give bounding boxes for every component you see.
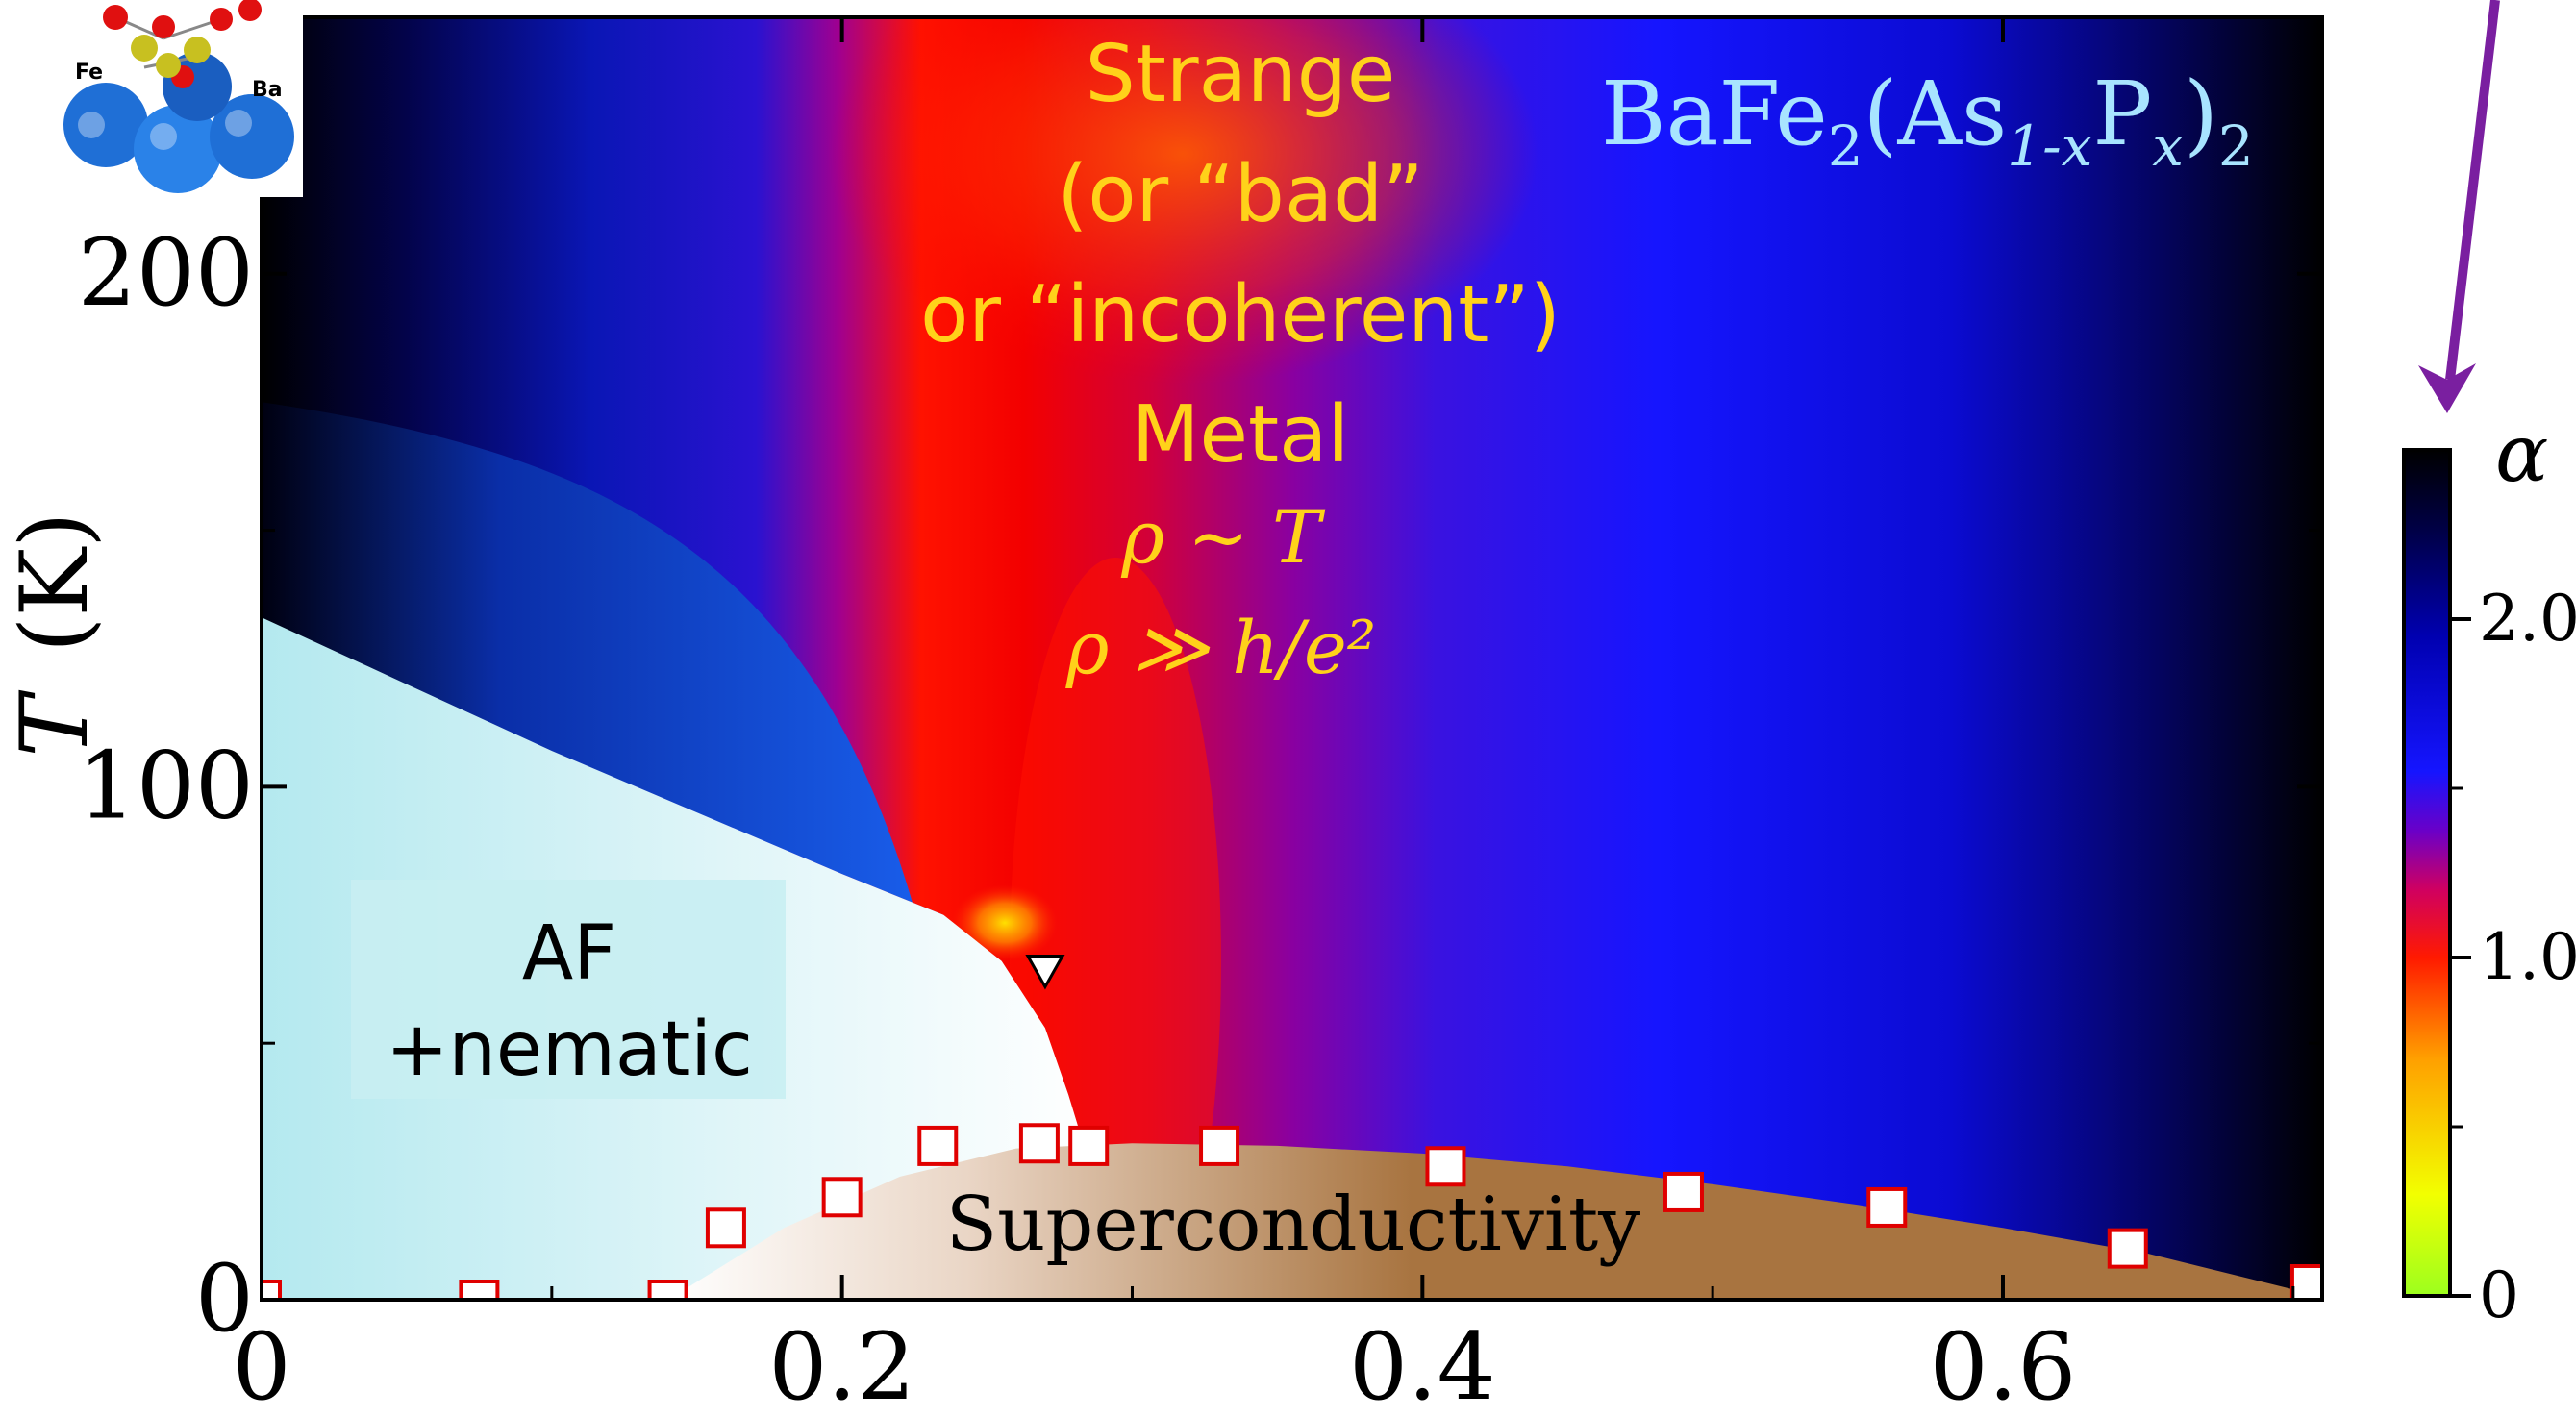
y-ticks: 0 100 200 <box>78 219 2322 1353</box>
crystal-structure-inset: Fe Ba <box>53 0 303 197</box>
fe-atom-label: Fe <box>75 61 103 85</box>
tc-marker <box>2107 1228 2148 1269</box>
tc-marker <box>705 1207 746 1249</box>
y-tick-label: 200 <box>78 219 254 327</box>
af-label-line-2: +nematic <box>386 1007 753 1093</box>
y-tick-label: 0 <box>195 1245 254 1353</box>
plot-frame <box>260 15 2324 1302</box>
colorbar-tick-label: 1.0 <box>2479 920 2576 994</box>
colorbar-label: α <box>2495 409 2548 500</box>
structural-transition-marker <box>1025 954 1065 990</box>
svg-text:T (K): T (K) <box>1 511 109 757</box>
superconductivity-label: Superconductivity <box>946 1182 1641 1268</box>
colorbar-ticks: 0 1.0 2.0 <box>2450 582 2576 1332</box>
x-ticks: 0 0.2 0.4 0.6 <box>232 17 2295 1418</box>
x-tick-label: 0 <box>232 1313 290 1418</box>
strange-metal-line-3: or “incoherent”) <box>920 269 1561 361</box>
colorbar-frame <box>2402 448 2452 1298</box>
x-tick-label: 0.4 <box>1349 1313 1496 1418</box>
colorbar-tick-label: 2.0 <box>2479 582 2576 656</box>
pointer-arrow-head <box>2418 363 2476 413</box>
superconducting-dome <box>667 1143 2322 1300</box>
tc-marker <box>1018 1123 1060 1164</box>
af-fluctuation-wedge <box>262 402 944 915</box>
y-tick-label: 100 <box>78 732 254 839</box>
yellow-hot-spot <box>952 884 1058 961</box>
tc-marker <box>917 1125 959 1166</box>
y-axis-label-italic: T <box>1 690 109 758</box>
strange-metal-line-1: Strange <box>1086 29 1396 120</box>
tc-marker <box>647 1280 688 1300</box>
strange-metal-label: Strange (or “bad” or “incoherent”) Metal <box>920 29 1561 481</box>
af-label-line-1: AF <box>522 910 616 997</box>
tc-marker <box>2289 1263 2322 1300</box>
tc-marker <box>1199 1125 1240 1166</box>
y-axis-label: T (K) <box>1 511 109 757</box>
material-formula: BaFe2(As1-xPx)2 <box>1601 62 2254 179</box>
tc-marker <box>262 1280 282 1300</box>
rho-bound-label: ρ ≫ h/e² <box>1065 605 1377 690</box>
tc-marker <box>821 1177 863 1218</box>
colorbar: α 0 1.0 2.0 <box>2402 409 2576 1332</box>
rho-linear-label: ρ ∼ T <box>1120 494 1326 580</box>
ba-atom-label: Ba <box>252 78 283 102</box>
y-axis-label-unit: (K) <box>1 511 109 653</box>
x-tick-label: 0.2 <box>768 1313 915 1418</box>
strange-metal-hot-region <box>827 17 1538 385</box>
strange-metal-line-2: (or “bad” <box>1057 149 1423 240</box>
tc-marker <box>1425 1146 1466 1187</box>
tc-marker <box>1663 1171 1704 1212</box>
colorbar-tick-label: 0 <box>2479 1258 2519 1332</box>
af-label-box <box>351 880 786 1099</box>
colorbar-gradient <box>2404 450 2450 1296</box>
fe-as-layer-icon <box>103 0 262 88</box>
tc-marker <box>1068 1125 1110 1166</box>
strange-metal-line-4: Metal <box>1132 389 1349 481</box>
pointer-arrow <box>2445 0 2500 385</box>
tc-marker <box>1866 1186 1908 1228</box>
x-tick-label: 0.6 <box>1930 1313 2077 1418</box>
tc-marker <box>459 1280 500 1300</box>
tc-markers <box>262 1123 2322 1300</box>
